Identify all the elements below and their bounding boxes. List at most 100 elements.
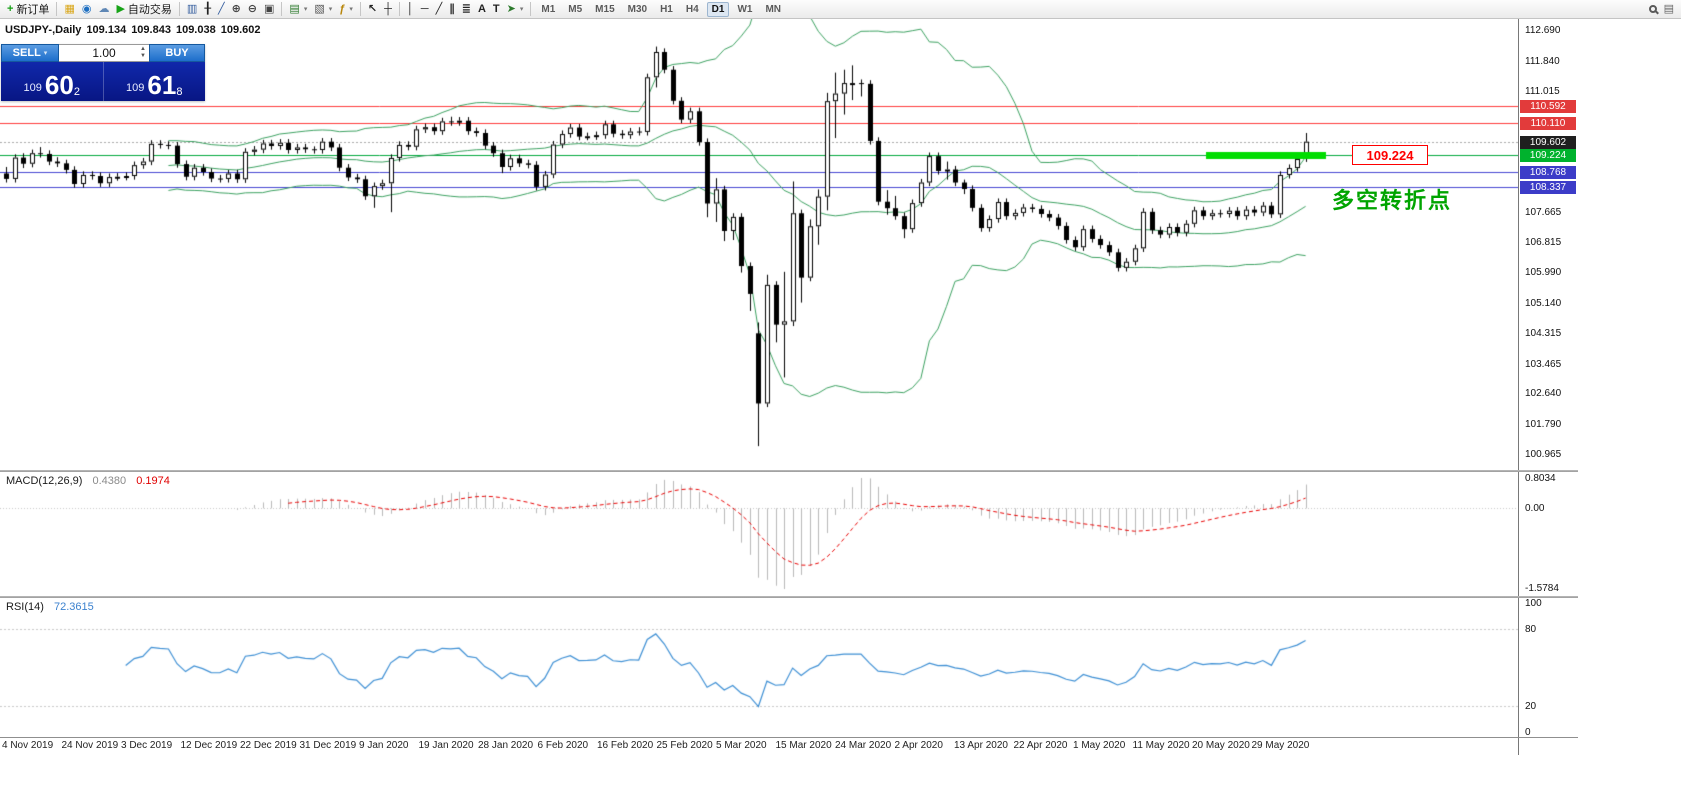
line-chart-button[interactable]: ╱ xyxy=(215,1,228,17)
date-label: 19 Jan 2020 xyxy=(418,740,474,751)
macd-panel-splitter[interactable] xyxy=(0,470,1578,472)
rsi-label: RSI(14) xyxy=(6,601,44,613)
buy-button-label: BUY xyxy=(165,47,189,59)
bid-ask-display: 109 60 2 109 61 8 xyxy=(1,62,205,101)
timeframe-h4-button[interactable]: H4 xyxy=(685,3,699,15)
macd-main-value: 0.4380 xyxy=(92,475,127,487)
zoom-out-button[interactable]: ⊖ xyxy=(245,1,260,17)
toolbar-separator xyxy=(178,2,180,16)
date-label: 5 Mar 2020 xyxy=(716,740,767,751)
trendline-button[interactable]: ╱ xyxy=(433,1,446,17)
channel-button-glyph: ∥ xyxy=(449,2,455,15)
volume-input[interactable]: 1.00 ▲ ▼ xyxy=(59,44,149,62)
chart-symbol-period: USDJPY-,Daily xyxy=(5,24,82,36)
bid-prefix: 109 xyxy=(23,82,42,94)
macd-scale-min: -1.5784 xyxy=(1525,583,1559,594)
bid-pip-digit: 2 xyxy=(73,86,80,98)
date-label: 31 Dec 2019 xyxy=(299,740,357,751)
vertical-line-button[interactable]: │ xyxy=(404,1,417,17)
price-tag-108.768: 108.768 xyxy=(1520,165,1576,179)
buy-button[interactable]: BUY xyxy=(149,44,205,62)
macd-label: MACD(12,26,9) xyxy=(6,475,83,487)
vps-icon[interactable]: ☁ xyxy=(95,1,112,17)
timeframe-d1-button[interactable]: D1 xyxy=(706,1,730,17)
rsi-scale-0: 0 xyxy=(1525,727,1531,738)
indicators-button[interactable]: ƒ ▾ xyxy=(336,1,356,17)
new-chart-button[interactable]: ▤ ▾ xyxy=(286,1,310,17)
horizontal-line-button-glyph: ─ xyxy=(420,2,429,15)
macd-panel-canvas[interactable] xyxy=(0,472,1518,595)
price-tick-102.640: 102.640 xyxy=(1525,388,1562,400)
crosshair-button[interactable]: ┼ xyxy=(381,1,395,17)
text-button[interactable]: A xyxy=(475,1,489,17)
bar-chart-button[interactable]: ▥ xyxy=(184,1,200,17)
profiles-button[interactable]: ▧ ▾ xyxy=(311,1,335,17)
new-order-button[interactable]: + 新订单 xyxy=(4,1,52,17)
quick-panel-icon[interactable]: ▤ xyxy=(1661,1,1677,17)
date-label: 6 Feb 2020 xyxy=(537,740,589,751)
bid-price[interactable]: 109 60 2 xyxy=(1,62,104,101)
one-click-trading-panel: SELL ▾ 1.00 ▲ ▼ BUY 109 60 2 109 xyxy=(1,44,205,101)
sell-button[interactable]: SELL ▾ xyxy=(1,44,59,62)
autotrade-button-label: 自动交易 xyxy=(127,4,172,16)
candlestick-button[interactable]: ╂ xyxy=(201,1,214,17)
market-icon-glyph: ▦ xyxy=(64,2,75,15)
price-tick-104.315: 104.315 xyxy=(1525,327,1562,339)
text-label-button[interactable]: T xyxy=(490,1,503,17)
fibonacci-button[interactable]: ≣ xyxy=(459,1,474,17)
ohlc-high: 109.843 xyxy=(131,24,171,36)
channel-button[interactable]: ∥ xyxy=(446,1,458,17)
sell-dropdown-caret-icon[interactable]: ▾ xyxy=(43,50,48,57)
volume-up-icon[interactable]: ▲ xyxy=(140,46,146,52)
vertical-line-button-glyph: │ xyxy=(406,2,414,15)
price-tick-111.840: 111.840 xyxy=(1525,55,1560,67)
price-tick-105.990: 105.990 xyxy=(1525,267,1562,279)
price-tag-108.337: 108.337 xyxy=(1520,181,1576,195)
date-axis[interactable]: 4 Nov 2019 24 Nov 2019 3 Dec 2019 12 Dec 20… xyxy=(0,740,1518,753)
timeframe-m1-button[interactable]: M1 xyxy=(541,3,556,15)
autotrade-button[interactable]: ▶ 自动交易 xyxy=(113,1,174,17)
date-label: 28 Jan 2020 xyxy=(478,740,534,751)
rsi-scale-100: 100 xyxy=(1525,598,1542,609)
ask-prefix: 109 xyxy=(126,82,145,94)
tile-windows-button[interactable]: ▣ xyxy=(261,1,277,17)
price-axis[interactable]: 112.690 111.840 111.015 107.665 106.815 105.9… xyxy=(1518,18,1578,755)
ask-price[interactable]: 109 61 8 xyxy=(104,62,206,101)
turning-point-annotation[interactable]: 多空转折点 xyxy=(1332,188,1453,213)
rsi-panel-canvas[interactable] xyxy=(0,598,1518,737)
magnifier-glyph xyxy=(1648,5,1657,13)
timeframe-mn-button[interactable]: MN xyxy=(765,3,782,15)
macd-scale-max: 0.8034 xyxy=(1525,473,1556,484)
volume-down-icon[interactable]: ▼ xyxy=(140,53,146,59)
ohlc-low: 109.038 xyxy=(175,24,216,36)
price-callout[interactable]: 109.224 xyxy=(1352,145,1428,165)
dropdown-caret-icon: ▾ xyxy=(349,6,353,13)
candlestick-button-glyph: ╂ xyxy=(204,2,211,15)
cursor-button[interactable]: ↖ xyxy=(365,1,380,17)
price-tick-101.790: 101.790 xyxy=(1525,419,1562,431)
horizontal-line-button[interactable]: ─ xyxy=(418,1,432,17)
indicators-button-glyph: ƒ xyxy=(339,2,346,15)
arrows-button[interactable]: ➤ ▾ xyxy=(504,1,527,17)
signals-icon[interactable]: ◉ xyxy=(79,1,95,17)
new-order-button-label: 新订单 xyxy=(16,4,50,16)
bid-big-digits: 60 xyxy=(44,70,74,100)
search-icon[interactable] xyxy=(1646,1,1660,17)
zoom-in-button[interactable]: ⊕ xyxy=(229,1,244,17)
price-tag-110.110: 110.110 xyxy=(1520,117,1576,131)
timeframe-h1-button[interactable]: H1 xyxy=(660,3,673,15)
timeframe-m15-button[interactable]: M15 xyxy=(595,3,615,15)
price-tick-106.815: 106.815 xyxy=(1525,237,1562,249)
main-chart-canvas[interactable] xyxy=(0,18,1518,470)
volume-spinner[interactable]: ▲ ▼ xyxy=(140,46,146,60)
timeframe-m30-button[interactable]: M30 xyxy=(627,3,648,15)
market-icon[interactable]: ▦ xyxy=(61,1,77,17)
timeframe-m5-button[interactable]: M5 xyxy=(568,3,583,15)
rsi-panel-splitter[interactable] xyxy=(0,596,1578,598)
toolbar-separator xyxy=(359,2,361,16)
timeframe-w1-button[interactable]: W1 xyxy=(737,3,753,15)
chart-header: USDJPY-,Daily 109.134 109.843 109.038 109.60… xyxy=(5,24,265,36)
date-label: 16 Feb 2020 xyxy=(597,740,654,751)
date-label: 2 Apr 2020 xyxy=(894,740,943,751)
quick-panel-icon-glyph: ▤ xyxy=(1663,2,1674,15)
